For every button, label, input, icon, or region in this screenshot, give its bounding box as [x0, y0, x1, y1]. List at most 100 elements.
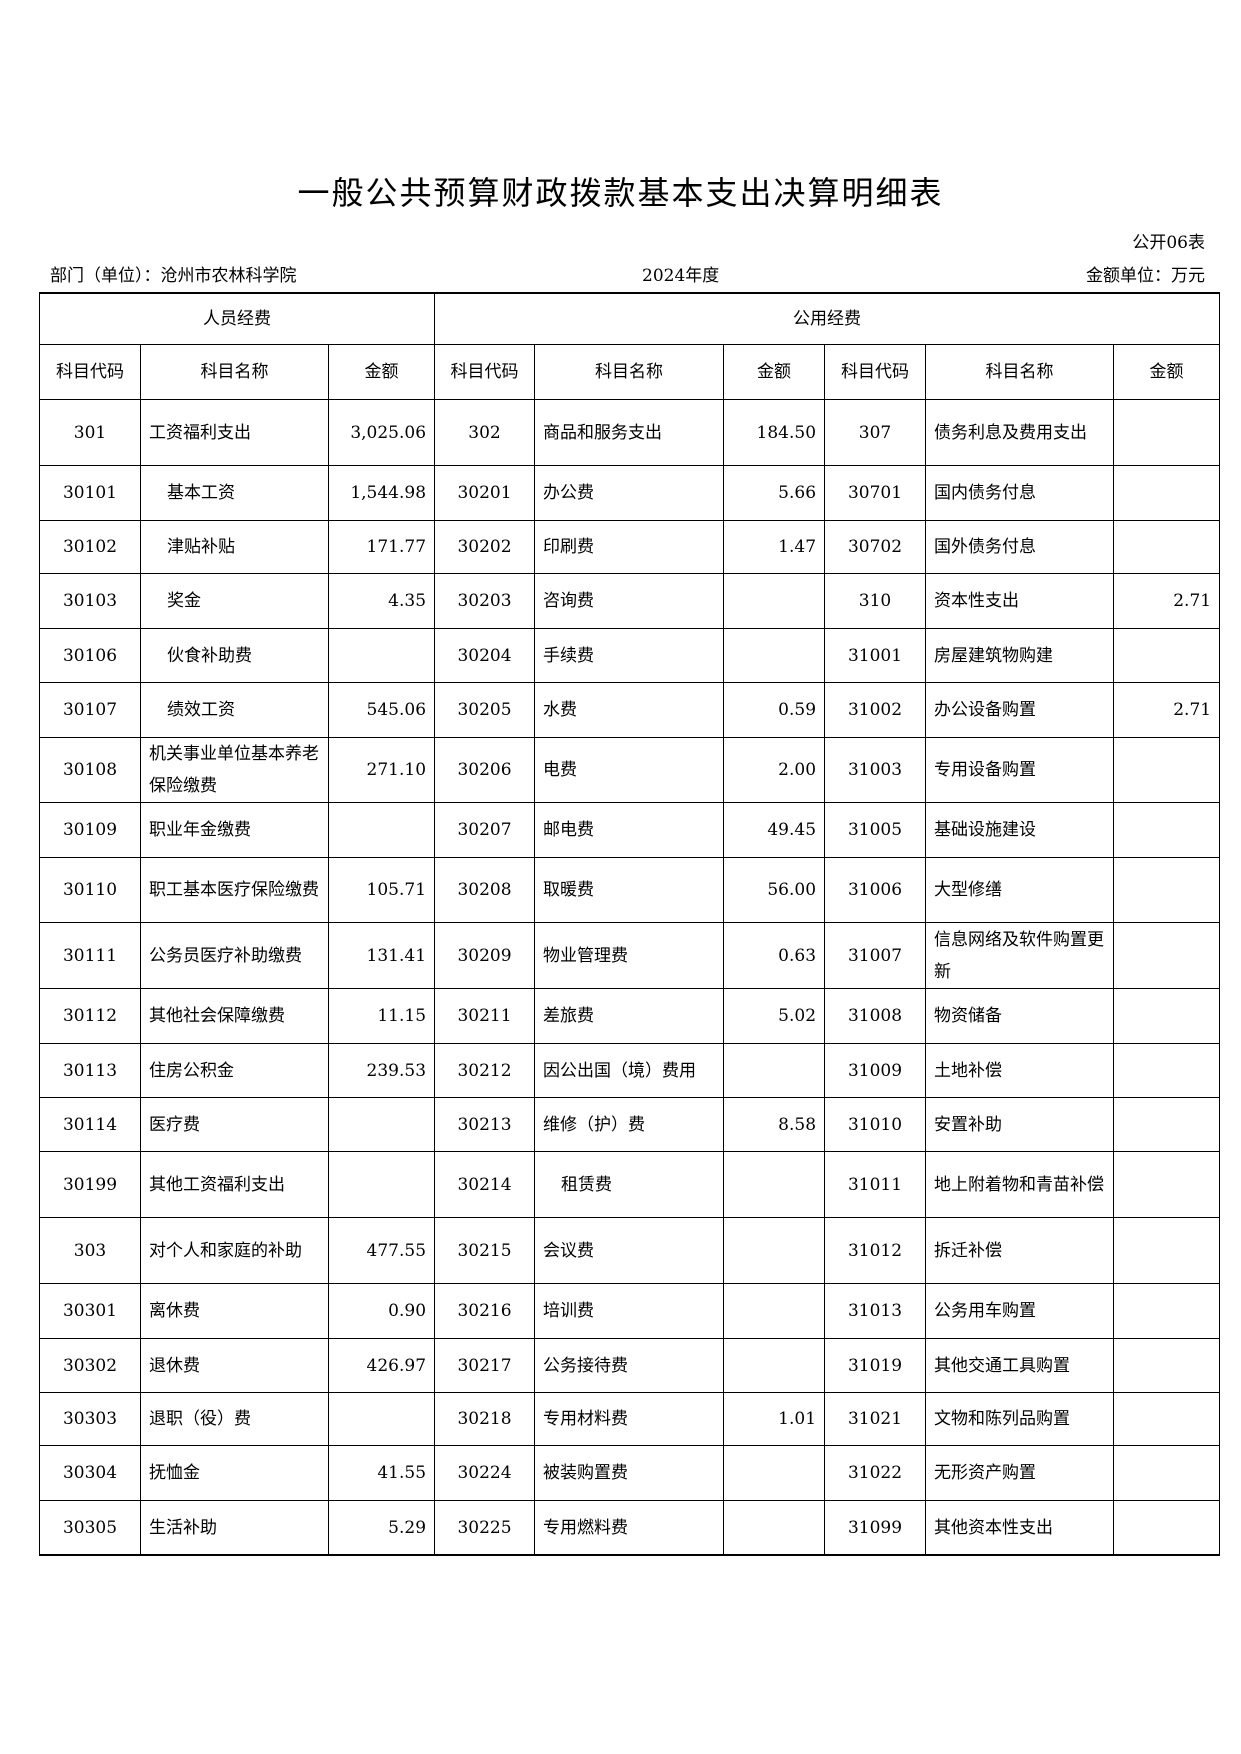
item-code: 30113 — [39, 1043, 141, 1098]
table-row: 30305 生活补助 5.29 30225 专用燃料费 31099 其他资本性支出 — [39, 1500, 1221, 1556]
item-code: 30209 — [434, 922, 536, 989]
item-amount-text: 0.63 — [778, 945, 817, 966]
item-amount: 4.35 — [327, 573, 436, 629]
fiscal-year: 2024年度 — [642, 266, 720, 286]
table-row: 30107 绩效工资 545.06 30205 水费 0.59 31002 办公设备购置 2.7… — [39, 682, 1221, 738]
item-amount: 131.41 — [327, 922, 436, 989]
item-amount: 105.71 — [327, 857, 436, 923]
item-code: 303 — [39, 1217, 141, 1284]
item-code: 31003 — [824, 737, 927, 803]
item-code: 310 — [824, 573, 927, 629]
item-code: 30702 — [824, 520, 927, 574]
item-name-text: 抚恤金 — [149, 1463, 200, 1483]
item-amount — [1113, 857, 1221, 923]
amount-unit: 金额单位：万元 — [1086, 266, 1205, 286]
item-code: 31021 — [824, 1392, 927, 1446]
item-code: 30211 — [434, 988, 536, 1044]
item-code-text: 31012 — [847, 1240, 903, 1261]
item-code-text: 310 — [858, 591, 892, 611]
item-amount-text: 426.97 — [366, 1355, 427, 1376]
item-code: 30199 — [39, 1151, 141, 1218]
item-name-text: 被装购置费 — [543, 1463, 629, 1483]
item-amount — [1113, 1338, 1221, 1393]
item-name: 商品和服务支出 — [534, 399, 725, 466]
item-amount — [1113, 1392, 1221, 1446]
item-name-text: 办公费 — [543, 483, 595, 503]
item-name-text: 电费 — [543, 760, 578, 780]
item-amount — [1113, 737, 1221, 803]
item-name-text: 差旅费 — [543, 1006, 595, 1026]
item-amount-text: 271.10 — [366, 760, 427, 780]
item-name-text: 伙食补助费 — [167, 645, 252, 666]
item-amount-text: 5.29 — [388, 1517, 427, 1538]
item-name-text: 绩效工资 — [167, 700, 235, 720]
item-code-text: 307 — [858, 422, 892, 443]
item-amount: 426.97 — [327, 1338, 436, 1393]
item-name: 生活补助 — [140, 1500, 329, 1556]
item-code: 30215 — [434, 1217, 536, 1284]
item-code-text: 30207 — [457, 820, 512, 840]
table-row: 30303 退职（役）费 30218 专用材料费 1.01 31021 文物和陈列品购置 — [39, 1392, 1221, 1446]
item-code: 31022 — [824, 1445, 927, 1501]
item-code-text: 30701 — [847, 483, 903, 503]
table-row: 30114 医疗费 30213 维修（护）费 8.58 31010 安置补助 — [39, 1097, 1221, 1152]
item-code: 31010 — [824, 1097, 927, 1152]
item-amount-text: 105.71 — [366, 880, 427, 900]
item-name: 物资储备 — [925, 988, 1115, 1044]
item-amount — [723, 1445, 826, 1501]
item-amount-text: 4.35 — [388, 591, 427, 611]
item-amount-text: 8.58 — [778, 1114, 817, 1135]
item-code: 30208 — [434, 857, 536, 923]
item-name: 培训费 — [534, 1283, 725, 1339]
item-code: 31008 — [824, 988, 927, 1044]
item-name: 取暖费 — [534, 857, 725, 923]
item-code: 30214 — [434, 1151, 536, 1218]
item-amount-text: 11.15 — [377, 1006, 427, 1026]
item-amount-text: 545.06 — [366, 700, 427, 720]
department-label: 部门（单位）：沧州市农林科学院 — [50, 266, 297, 286]
item-amount: 239.53 — [327, 1043, 436, 1098]
item-name-text: 手续费 — [543, 645, 595, 666]
item-name-text: 资本性支出 — [934, 591, 1020, 611]
item-name-text: 拆迁补偿 — [934, 1240, 1003, 1261]
item-name: 文物和陈列品购置 — [925, 1392, 1115, 1446]
item-code-text: 30199 — [62, 1174, 118, 1195]
table-row: 30101 基本工资 1,544.98 30201 办公费 5.66 30701 国内债务付息 — [39, 465, 1221, 521]
item-name: 咨询费 — [534, 573, 725, 629]
item-amount: 1.47 — [723, 520, 826, 574]
item-name-text: 职业年金缴费 — [149, 820, 251, 840]
item-code-text: 30212 — [457, 1060, 512, 1081]
item-code-text: 31005 — [847, 820, 903, 840]
item-amount: 0.59 — [723, 682, 826, 738]
item-code-text: 30211 — [457, 1006, 512, 1026]
item-code-text: 31021 — [847, 1409, 903, 1429]
item-code: 30216 — [434, 1283, 536, 1339]
item-amount — [723, 1338, 826, 1393]
item-amount: 5.66 — [723, 465, 826, 521]
item-name: 职工基本医疗保险缴费 — [140, 857, 329, 923]
item-code-text: 31099 — [847, 1517, 903, 1538]
item-code-text: 30305 — [62, 1517, 118, 1538]
item-amount: 5.02 — [723, 988, 826, 1044]
item-name-text: 房屋建筑物购建 — [934, 645, 1054, 666]
item-code: 30204 — [434, 628, 536, 683]
item-code: 30112 — [39, 988, 141, 1044]
item-amount-text: 2.71 — [1173, 700, 1212, 720]
item-amount: 1,544.98 — [327, 465, 436, 521]
item-name: 其他交通工具购置 — [925, 1338, 1115, 1393]
item-code: 30203 — [434, 573, 536, 629]
item-name: 物业管理费 — [534, 922, 725, 989]
item-amount: 2.71 — [1113, 573, 1221, 629]
item-name: 基础设施建设 — [925, 802, 1115, 858]
item-name-text: 离休费 — [149, 1301, 200, 1321]
item-amount-text: 1.47 — [778, 537, 817, 557]
item-code-text: 30208 — [457, 880, 512, 900]
item-code: 30303 — [39, 1392, 141, 1446]
item-amount-text: 49.45 — [767, 820, 817, 840]
item-code-text: 31002 — [847, 700, 903, 720]
group-personnel: 人员经费 — [38, 292, 436, 345]
item-name-text: 信息网络及软件购置更新 — [934, 929, 1105, 982]
item-name-text: 培训费 — [543, 1301, 595, 1321]
header-name: 科目名称 — [140, 344, 329, 400]
item-code: 30206 — [434, 737, 536, 803]
